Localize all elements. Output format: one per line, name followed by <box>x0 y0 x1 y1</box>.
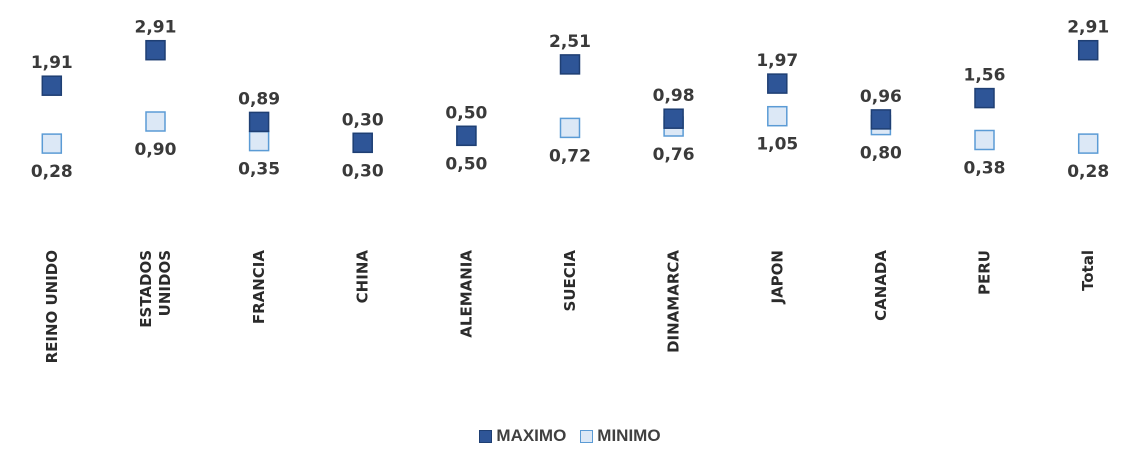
marker-minimo-suecia <box>559 117 581 139</box>
category-label-estados-unidos-line-2: UNIDOS <box>156 250 174 316</box>
marker-maximo-total <box>1077 39 1099 61</box>
category-label-suecia: SUECIA <box>561 250 579 312</box>
marker-minimo-estados-unidos <box>145 111 166 132</box>
data-label-maximo-francia: 0,89 <box>238 89 280 109</box>
data-label-minimo-suecia: 0,72 <box>549 146 591 166</box>
data-label-maximo-alemania: 0,50 <box>445 103 487 123</box>
data-label-maximo-japon: 1,97 <box>756 51 798 71</box>
data-label-maximo-china: 0,30 <box>342 110 384 130</box>
marker-maximo-alemania <box>456 125 477 147</box>
category-label-total: Total <box>1079 250 1097 291</box>
category-label-china: CHINA <box>354 250 372 304</box>
data-label-minimo-japon: 1,05 <box>756 135 798 155</box>
marker-maximo-canada <box>870 109 892 130</box>
marker-minimo-peru <box>974 129 995 151</box>
marker-maximo-japon <box>767 73 788 94</box>
data-label-minimo-canada: 0,80 <box>860 144 902 164</box>
data-label-maximo-estados-unidos: 2,91 <box>135 18 177 38</box>
data-label-minimo-total: 0,28 <box>1067 162 1109 182</box>
legend-item-maximo: MAXIMO <box>479 426 566 446</box>
marker-maximo-suecia <box>559 54 581 75</box>
marker-minimo-reino-unido <box>41 133 63 154</box>
marker-maximo-estados-unidos <box>145 39 166 61</box>
data-label-maximo-suecia: 2,51 <box>549 32 591 52</box>
data-label-maximo-total: 2,91 <box>1067 18 1109 38</box>
chart-legend: MAXIMO MINIMO <box>0 426 1140 446</box>
marker-maximo-francia <box>248 111 270 133</box>
data-label-maximo-dinamarca: 0,98 <box>653 86 695 106</box>
legend-label-maximo: MAXIMO <box>496 426 567 445</box>
data-label-minimo-alemania: 0,50 <box>445 154 487 174</box>
data-label-minimo-francia: 0,35 <box>238 160 280 180</box>
category-label-canada: CANADA <box>872 250 890 321</box>
category-label-japon: JAPON <box>768 250 786 305</box>
marker-maximo-china <box>352 132 373 154</box>
legend-label-minimo: MINIMO <box>597 426 661 445</box>
data-label-minimo-china: 0,30 <box>342 161 384 181</box>
data-label-maximo-peru: 1,56 <box>964 66 1006 86</box>
legend-swatch-maximo <box>479 429 493 443</box>
data-label-minimo-dinamarca: 0,76 <box>653 145 695 165</box>
data-label-maximo-canada: 0,96 <box>860 87 902 107</box>
category-label-alemania: ALEMANIA <box>457 250 475 338</box>
category-label-dinamarca: DINAMARCA <box>665 250 683 353</box>
legend-swatch-minimo <box>580 429 594 443</box>
marker-maximo-peru <box>974 87 995 109</box>
category-label-reino-unido: REINO UNIDO <box>43 250 61 363</box>
data-label-maximo-reino-unido: 1,91 <box>31 53 73 73</box>
legend-item-minimo: MINIMO <box>580 426 661 446</box>
marker-minimo-total <box>1077 133 1099 154</box>
data-label-minimo-estados-unidos: 0,90 <box>135 140 177 160</box>
category-label-francia: FRANCIA <box>250 250 268 325</box>
marker-minimo-japon <box>767 105 788 127</box>
category-label-peru: PERU <box>976 250 994 295</box>
marker-minimo-francia <box>248 130 270 152</box>
data-label-minimo-peru: 0,38 <box>964 159 1006 179</box>
marker-maximo-dinamarca <box>663 108 684 129</box>
marker-maximo-reino-unido <box>41 75 63 96</box>
category-label-estados-unidos-line-1: ESTADOS <box>137 250 155 328</box>
data-label-minimo-reino-unido: 0,28 <box>31 162 73 182</box>
